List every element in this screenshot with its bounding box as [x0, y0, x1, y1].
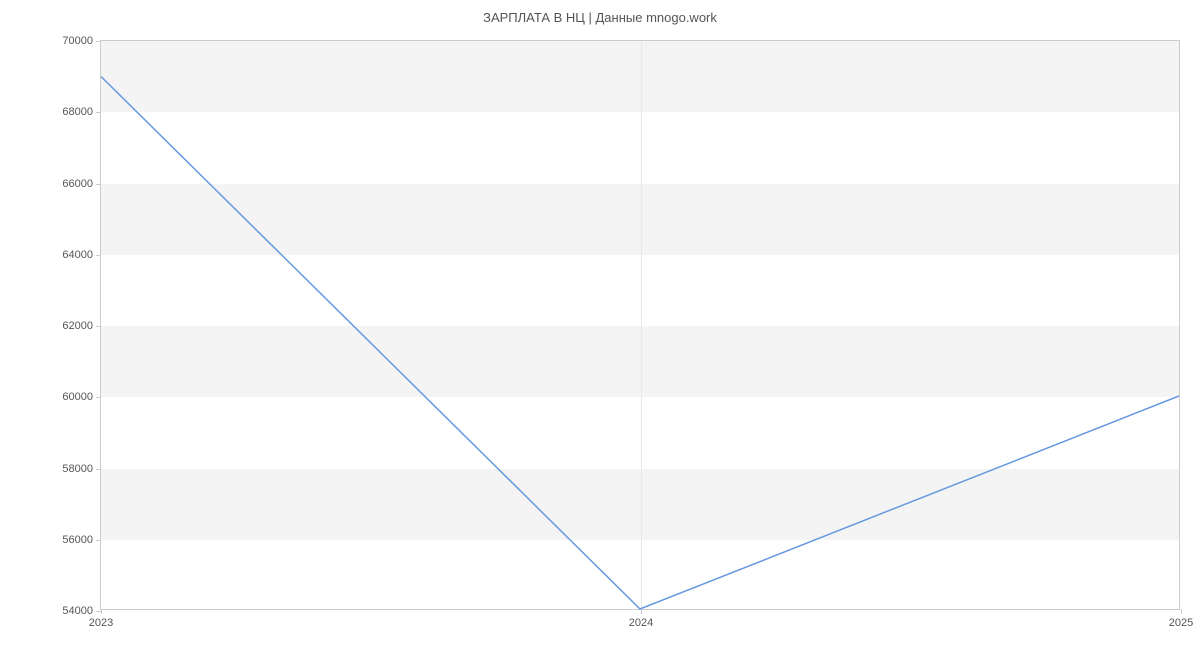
y-tick-mark: [96, 326, 101, 327]
x-tick-label: 2023: [89, 617, 113, 629]
y-tick-mark: [96, 112, 101, 113]
y-tick-label: 60000: [62, 391, 93, 403]
x-tick-mark: [641, 609, 642, 614]
y-tick-mark: [96, 41, 101, 42]
y-tick-label: 54000: [62, 605, 93, 617]
y-tick-label: 58000: [62, 463, 93, 475]
x-tick-mark: [1181, 609, 1182, 614]
x-tick-mark: [101, 609, 102, 614]
chart-container: 5400056000580006000062000640006600068000…: [100, 40, 1180, 610]
y-tick-mark: [96, 184, 101, 185]
chart-title: ЗАРПЛАТА В НЦ | Данные mnogo.work: [0, 0, 1200, 35]
series-line: [101, 77, 1179, 610]
plot-area: 5400056000580006000062000640006600068000…: [100, 40, 1180, 610]
y-tick-label: 66000: [62, 178, 93, 190]
y-tick-mark: [96, 255, 101, 256]
y-tick-mark: [96, 540, 101, 541]
y-tick-label: 64000: [62, 249, 93, 261]
y-tick-mark: [96, 469, 101, 470]
x-tick-label: 2025: [1169, 617, 1193, 629]
line-layer: [101, 41, 1179, 609]
y-tick-label: 68000: [62, 106, 93, 118]
x-tick-label: 2024: [629, 617, 653, 629]
y-tick-label: 56000: [62, 534, 93, 546]
y-tick-mark: [96, 397, 101, 398]
y-tick-label: 62000: [62, 320, 93, 332]
y-tick-label: 70000: [62, 35, 93, 47]
